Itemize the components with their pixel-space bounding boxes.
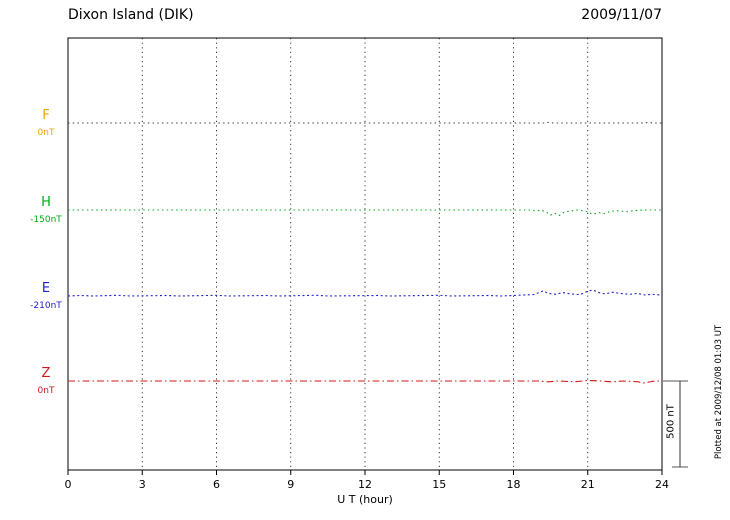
x-axis-label: U T (hour) (337, 493, 393, 506)
series-baseline-Z: 0nT (38, 386, 55, 396)
series-baseline-H: -150nT (30, 215, 62, 225)
series-label-Z: Z 0nT (38, 366, 55, 396)
series-baseline-F: 0nT (38, 128, 55, 138)
trace-E (67, 289, 663, 297)
x-tick-label: 6 (213, 478, 220, 491)
trace-Z (68, 379, 662, 384)
x-tick-label: 15 (432, 478, 446, 491)
series-name-Z: Z (42, 366, 51, 381)
trace-H (68, 209, 662, 217)
series-name-F: F (42, 108, 49, 123)
series-name-E: E (42, 281, 50, 296)
x-tick-label: 12 (358, 478, 372, 491)
x-tick-label: 21 (581, 478, 595, 491)
x-tick-label: 0 (65, 478, 72, 491)
series-label-H: H -150nT (30, 195, 62, 225)
x-tick-label: 9 (287, 478, 294, 491)
x-tick-label: 3 (139, 478, 146, 491)
x-tick-label: 18 (507, 478, 521, 491)
series-label-F: F 0nT (38, 108, 55, 138)
x-tick-label: 24 (655, 478, 669, 491)
gridlines (141, 38, 589, 470)
chart-date: 2009/11/07 (581, 7, 662, 23)
x-axis-ticks: 0 3 6 9 12 15 18 21 24 (65, 470, 669, 491)
series-baseline-E: -210nT (30, 301, 62, 311)
trace-F (68, 121, 662, 124)
series-name-H: H (41, 195, 51, 210)
plotted-at-note: Plotted at 2009/12/08 01:03 UT (714, 324, 724, 460)
station-title: Dixon Island (DIK) (68, 7, 194, 23)
series-label-E: E -210nT (30, 281, 62, 311)
scale-bar-label: 500 nT (665, 404, 677, 439)
scale-bar (663, 380, 688, 468)
